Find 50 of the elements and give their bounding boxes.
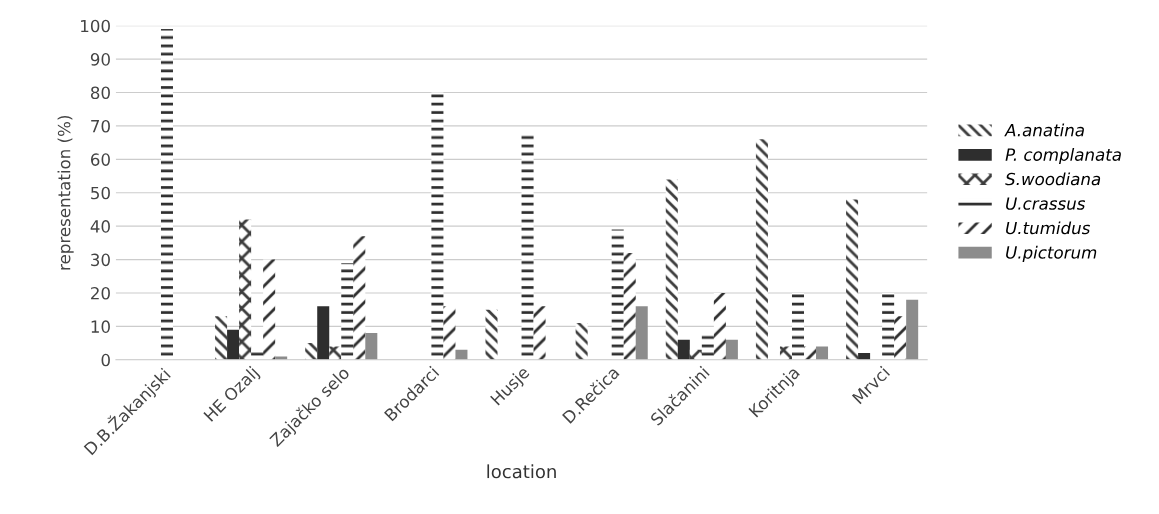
y-tick-label: 80 [90,86,110,100]
y-tick-label: 50 [91,186,110,200]
bar [365,333,378,360]
legend-label: A.anatina [1004,123,1084,137]
bar [329,346,342,360]
y-tick-label: 40 [90,220,110,233]
bar [353,236,366,360]
bar [677,339,690,360]
legend-label: S.woodiana [1005,172,1101,186]
bar [227,329,240,360]
bar [455,349,468,360]
bar [275,356,288,360]
legend-label: U.crassus [1006,197,1086,210]
y-axis-title: representation (%) [57,116,74,270]
y-tick-label: 90 [90,53,110,66]
bar [804,346,817,360]
bar [533,306,546,360]
bar [894,316,907,360]
legend-label: U.pictorum [1006,245,1097,262]
y-tick-label: 70 [91,119,110,133]
y-tick-label: 20 [91,286,110,300]
bar [623,252,636,360]
bar [665,179,678,360]
bar [635,306,648,360]
y-tick-label: 60 [90,153,110,166]
bar [689,349,702,360]
bar [317,306,330,360]
bar [755,139,768,360]
y-tick-label: 0 [101,353,110,367]
y-tick-label: 10 [91,320,110,333]
bar [263,259,276,360]
bar [341,262,354,360]
bar [239,219,252,360]
legend-label: P. complanata [1005,147,1121,165]
bar [858,353,871,360]
bar [779,346,792,360]
bar [215,316,228,360]
bar [713,292,726,360]
bar [443,306,456,360]
legend-label: U.tumidus [1006,221,1091,235]
bar [485,309,498,360]
bar [846,199,859,360]
x-axis-title: location [487,464,556,479]
y-tick-label: 30 [91,253,110,267]
y-tick-label: 100 [81,19,110,33]
bar [305,343,318,360]
bar [725,339,738,360]
bar [816,346,829,360]
bar [575,323,588,360]
bar [906,299,919,360]
